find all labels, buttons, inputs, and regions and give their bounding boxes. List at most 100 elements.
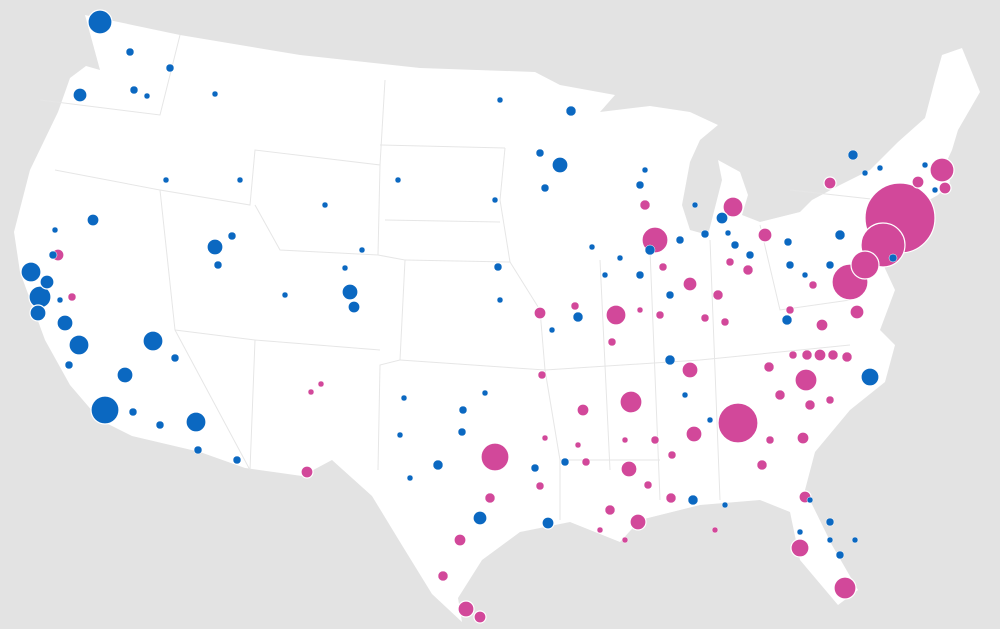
bubble (170, 353, 180, 363)
bubble (788, 350, 798, 360)
bubble (687, 494, 699, 506)
bubble (281, 291, 289, 299)
bubble (604, 504, 616, 516)
bubble (341, 264, 349, 272)
bubble (116, 366, 134, 384)
bubble (825, 395, 835, 405)
bubble (540, 183, 550, 193)
bubble (232, 455, 242, 465)
bubble (67, 292, 77, 302)
bubble (400, 394, 408, 402)
bubble (691, 201, 699, 209)
bubble (790, 538, 810, 558)
bubble (535, 481, 545, 491)
bubble (128, 407, 138, 417)
bubble (496, 96, 504, 104)
bubble (763, 361, 775, 373)
state-borders (39, 34, 881, 520)
bubble (165, 63, 175, 73)
bubble (833, 576, 857, 600)
bubble (712, 289, 724, 301)
bubble (757, 227, 773, 243)
bubble (825, 517, 835, 527)
bubble (711, 526, 719, 534)
bubble (185, 411, 207, 433)
bubble (667, 450, 677, 460)
bubble (358, 246, 366, 254)
bubble (796, 431, 810, 445)
bubble (472, 510, 488, 526)
bubble (90, 395, 120, 425)
bubble (394, 176, 402, 184)
bubble (601, 271, 609, 279)
bubble (51, 226, 59, 234)
bubble (700, 229, 710, 239)
bubble (86, 213, 100, 227)
bubble (813, 348, 827, 362)
bubble (794, 368, 818, 392)
bubble (213, 260, 223, 270)
bubble (827, 349, 839, 361)
bubble (142, 330, 164, 352)
bubble (484, 492, 496, 504)
us-outline (14, 15, 980, 622)
bubble (56, 314, 74, 332)
bubble (785, 305, 795, 315)
bubble (876, 164, 884, 172)
bubble (685, 425, 703, 443)
bubble (644, 244, 656, 256)
bubble (457, 427, 467, 437)
bubble (535, 148, 545, 158)
bubble (834, 229, 846, 241)
bubble (533, 306, 547, 320)
bubble (406, 474, 414, 482)
bubble (783, 237, 793, 247)
bubble (629, 513, 647, 531)
bubble (396, 431, 404, 439)
bubble (774, 389, 786, 401)
bubble (639, 199, 651, 211)
bubble (236, 176, 244, 184)
bubble (742, 264, 754, 276)
bubble (721, 501, 729, 509)
bubble (636, 306, 644, 314)
bubble (665, 290, 675, 300)
bubble (481, 389, 489, 397)
bubble (860, 367, 880, 387)
bubble (64, 360, 74, 370)
bubble (541, 434, 549, 442)
bubble (655, 310, 665, 320)
bubble (847, 149, 859, 161)
bubble (193, 445, 203, 455)
bubble (48, 250, 58, 260)
bubble (682, 276, 698, 292)
bubble (664, 354, 676, 366)
bubble (619, 390, 643, 414)
bubble (681, 361, 699, 379)
bubble (437, 570, 449, 582)
bubble (432, 459, 444, 471)
bubble (307, 388, 315, 396)
bubble (851, 536, 859, 544)
bubble (341, 283, 359, 301)
bubble (888, 253, 898, 263)
bubble (722, 196, 744, 218)
bubble (581, 457, 591, 467)
bubble (849, 304, 865, 320)
bubble (806, 496, 814, 504)
bubble (20, 261, 42, 283)
bubble (621, 536, 629, 544)
bubble (823, 176, 837, 190)
bubble (815, 318, 829, 332)
bubble (458, 405, 468, 415)
bubble (576, 403, 590, 417)
bubble (453, 533, 467, 547)
bubble (473, 610, 487, 624)
bubble (921, 161, 929, 169)
bubbles (20, 9, 955, 624)
bubble (572, 311, 584, 323)
bubble (715, 211, 729, 225)
bubble (665, 492, 677, 504)
bubble (675, 235, 685, 245)
bubble (491, 196, 499, 204)
